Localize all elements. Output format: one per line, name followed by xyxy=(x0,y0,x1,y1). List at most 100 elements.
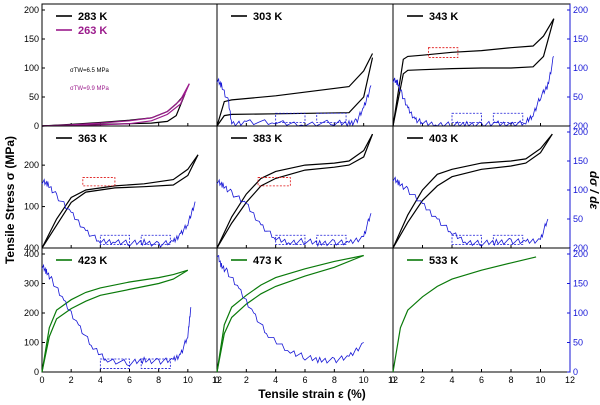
y2-tick-label: 100 xyxy=(573,308,588,318)
x-tick-label: 6 xyxy=(127,375,132,385)
panel-title: 383 K xyxy=(253,133,282,145)
highlight-box xyxy=(140,234,171,245)
annotation: σTW=9.9 MPa xyxy=(70,86,110,92)
y2-tick-label: 200 xyxy=(573,243,588,253)
panel-title: 283 K xyxy=(78,11,107,23)
x-tick-label: 2 xyxy=(244,375,249,385)
derivative-line xyxy=(392,176,549,247)
y-tick-label: 150 xyxy=(24,34,39,44)
y2-tick-label: 0 xyxy=(573,367,578,377)
y-tick-label: 400 xyxy=(24,243,39,253)
series-unload-line xyxy=(41,269,189,373)
panel-frame xyxy=(392,247,571,373)
x-tick-label: 4 xyxy=(449,375,454,385)
y2-tick-label: 200 xyxy=(573,5,588,15)
y2-tick-label: 100 xyxy=(573,63,588,73)
x-tick-label: 10 xyxy=(183,375,193,385)
x-tick-label: 8 xyxy=(508,375,513,385)
highlight-box xyxy=(99,358,130,369)
panel-343-k: 200 50 100 150 200 343 K xyxy=(392,3,588,131)
derivative-line xyxy=(41,263,192,367)
y-tick-label: 300 xyxy=(24,279,39,289)
y2-tick-label: 150 xyxy=(573,156,588,166)
panel-title: 403 K xyxy=(429,133,458,145)
highlight-box xyxy=(451,112,482,123)
x-tick-label: 0 xyxy=(390,375,395,385)
y-tick-label: 200 xyxy=(24,308,39,318)
y-tick-label: 0 xyxy=(34,121,39,131)
annotation: σTW=6.5 MPa xyxy=(70,68,110,74)
series-load-line xyxy=(392,133,553,249)
panel-frame xyxy=(41,3,218,127)
y2-axis-label: dσ / dε xyxy=(587,171,600,210)
y-tick-label: 50 xyxy=(29,92,39,102)
derivative-line xyxy=(216,254,364,364)
y-axis-label: Tensile Stress σ (MPa) xyxy=(3,136,17,264)
highlight-box xyxy=(275,234,306,245)
series-load-line xyxy=(41,83,190,127)
axis-labels: Tensile strain ε (%) Tensile Stress σ (M… xyxy=(3,136,600,401)
y2-tick-label: 200 xyxy=(573,249,588,259)
red-highlight-box xyxy=(427,47,459,58)
panel-403-k: 200 50 100 150 200 403 K xyxy=(392,125,588,253)
y2-tick-label: 50 xyxy=(573,214,583,224)
x-tick-label: 12 xyxy=(388,375,398,385)
x-tick-label: 10 xyxy=(535,375,545,385)
series-load-line xyxy=(216,254,364,373)
x-tick-label: 4 xyxy=(98,375,103,385)
y-tick-label: 200 xyxy=(24,5,39,15)
y-tick-label: 100 xyxy=(24,338,39,348)
y2-tick-label: 50 xyxy=(573,338,583,348)
highlight-box xyxy=(492,234,524,245)
x-tick-label: 12 xyxy=(565,375,575,385)
series-load-line xyxy=(41,154,199,249)
series-unload-line xyxy=(216,57,374,127)
panel-363-k: 400 100 200 363 K xyxy=(24,125,218,253)
panel-303-k: 303 K xyxy=(216,3,394,128)
derivative-line xyxy=(216,178,372,248)
panel-title: 303 K xyxy=(253,11,282,23)
x-tick-label: 8 xyxy=(332,375,337,385)
x-tick-label: 2 xyxy=(69,375,74,385)
y2-tick-label: 200 xyxy=(573,121,588,131)
series-unload-line xyxy=(216,133,374,249)
y2-tick-label: 150 xyxy=(573,34,588,44)
highlight-box xyxy=(316,112,347,123)
y-tick-label: 100 xyxy=(24,63,39,73)
y-tick-label: 400 xyxy=(24,249,39,259)
panel-title: 423 K xyxy=(78,255,107,267)
panel-383-k: 383 K xyxy=(216,125,394,249)
panel-title: 533 K xyxy=(429,255,458,267)
derivative-line xyxy=(41,178,196,248)
x-tick-label: 6 xyxy=(479,375,484,385)
highlight-box xyxy=(99,234,130,245)
x-tick-label: 6 xyxy=(302,375,307,385)
panel-title-2: 263 K xyxy=(78,25,107,37)
y2-tick-label: 100 xyxy=(573,185,588,195)
derivative-line xyxy=(392,56,555,127)
panel-283-k---263-k: 0 50 100 150 200 283 K 263 K σTW=6.5 MPa σTW=9.9… xyxy=(24,3,218,131)
panel-473-k: 0 2 4 6 8 10 12 473 K xyxy=(214,247,398,385)
highlight-box xyxy=(451,234,482,245)
series-load-line xyxy=(41,269,188,373)
y-tick-label: 200 xyxy=(24,160,39,170)
highlight-box xyxy=(140,358,171,369)
x-tick-label: 4 xyxy=(273,375,278,385)
series-load-line xyxy=(392,18,555,127)
x-tick-label: 2 xyxy=(420,375,425,385)
derivative-line xyxy=(216,77,372,128)
y2-tick-label: 200 xyxy=(573,127,588,137)
highlight-box xyxy=(275,112,306,123)
series-load-line xyxy=(216,133,374,249)
series-line xyxy=(392,256,537,373)
red-highlight-box xyxy=(82,177,116,187)
highlight-box xyxy=(316,234,347,245)
series-unload-line xyxy=(392,18,555,127)
panel-title: 343 K xyxy=(429,11,458,23)
panel-title: 473 K xyxy=(253,255,282,267)
x-tick-label: 8 xyxy=(156,375,161,385)
x-tick-label: 12 xyxy=(212,375,222,385)
